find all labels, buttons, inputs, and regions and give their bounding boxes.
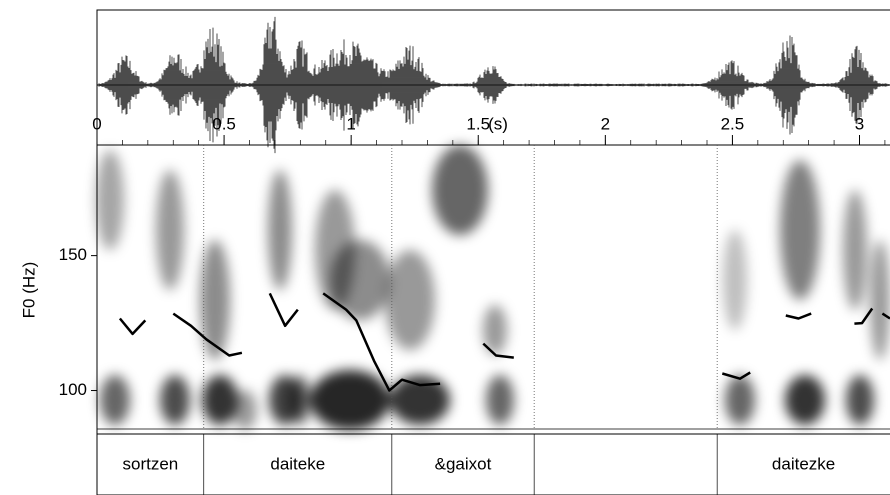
spectrogram-energy	[268, 170, 292, 290]
spectrogram-energy	[202, 375, 238, 425]
spectrogram-energy	[385, 250, 435, 350]
spectrogram-energy	[846, 375, 874, 425]
spectrogram-energy	[100, 375, 130, 425]
x-tick-label: 2.5	[721, 114, 745, 133]
x-tick-label: 0.5	[212, 114, 236, 133]
x-tick-label: 1.5	[466, 114, 490, 133]
spectrogram	[96, 145, 890, 430]
spectrogram-energy	[723, 230, 747, 330]
interval-label: daitezke	[772, 454, 835, 473]
y-tick-label: 100	[59, 380, 87, 399]
x-tick-label: 3	[855, 114, 864, 133]
spectrogram-energy	[290, 375, 310, 425]
spectrogram-energy	[96, 150, 124, 250]
y-tick-label: 150	[59, 245, 87, 264]
spectrogram-energy	[483, 305, 507, 355]
y-axis-label: F0 (Hz)	[19, 262, 38, 319]
x-tick-label: 2	[601, 114, 610, 133]
spectrogram-energy	[870, 240, 890, 360]
interval-label: daiteke	[270, 454, 325, 473]
x-axis-label: (s)	[488, 114, 508, 133]
spectrogram-energy	[780, 160, 820, 300]
spectrogram-energy	[233, 390, 257, 430]
interval-label: sortzen	[123, 454, 179, 473]
spectrogram-energy	[390, 375, 450, 425]
spectrogram-energy	[486, 375, 514, 425]
frame	[96, 9, 890, 495]
interval-label: &gaixot	[435, 454, 492, 473]
spectrogram-energy	[200, 240, 230, 360]
spectrogram-energy	[432, 145, 488, 235]
spectrogram-energy	[310, 370, 390, 430]
spectrogram-energy	[330, 240, 390, 320]
f0-contour	[118, 292, 890, 392]
x-tick-label: 0	[92, 114, 101, 133]
spectrogram-energy	[843, 190, 867, 310]
spectrogram-energy	[725, 375, 755, 425]
spectrogram-energy	[160, 375, 190, 425]
x-tick-label: 1	[346, 114, 355, 133]
spectrogram-energy	[156, 170, 184, 290]
spectrogram-energy	[785, 375, 825, 425]
